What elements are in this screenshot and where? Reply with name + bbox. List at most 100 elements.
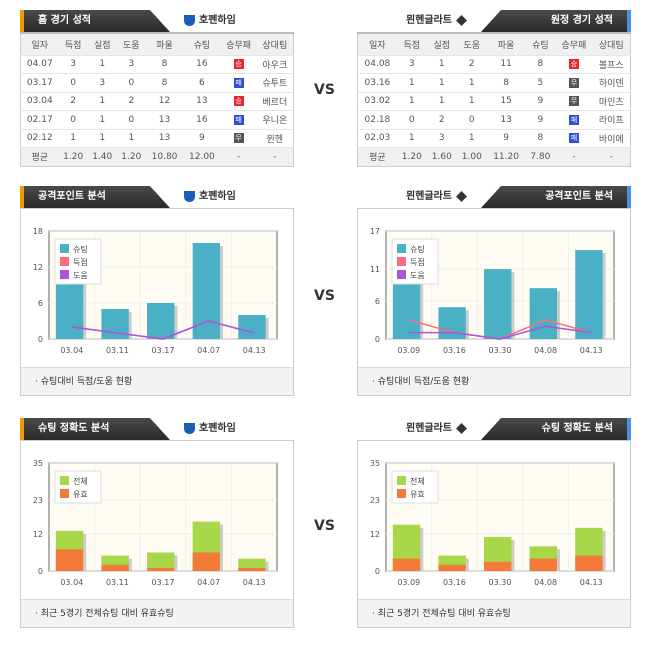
home-accuracy-chart: · 최근 5경기 전체슈팅 대비 유효슈팅 0 12 23 35 03.04 03.11 03… bbox=[20, 440, 294, 628]
table-cell: 2 bbox=[426, 110, 457, 129]
x-tick-label: 03.16 bbox=[443, 346, 466, 355]
legend-label: 슈팅 bbox=[73, 244, 88, 254]
result-badge: 패 bbox=[233, 77, 244, 88]
result-cell: 승 bbox=[220, 54, 257, 74]
home-team-name: 호펜하임 bbox=[180, 186, 236, 208]
column-header: 일자 bbox=[357, 33, 397, 55]
table-cell: 1 bbox=[456, 73, 487, 92]
table-cell: 9 bbox=[525, 110, 556, 129]
table-cell: 3 bbox=[426, 128, 457, 148]
legend-swatch bbox=[60, 270, 69, 279]
hoffenheim-crest-icon bbox=[184, 14, 195, 26]
y-tick-label: 23 bbox=[370, 496, 380, 505]
table-cell: 04.08 bbox=[357, 54, 397, 74]
away-team-name: 묀헨글라트 bbox=[406, 186, 471, 208]
column-header: 파울 bbox=[486, 33, 526, 55]
away-record-table: 일자 득점 실점 도움 파울 슈팅 승무패 상대팀 04.08 3 1 2 11 8 승 볼프스 03.16 1 1… bbox=[357, 32, 631, 167]
table-cell: 11.20 bbox=[486, 147, 526, 166]
home-team-name: 호펜하임 bbox=[180, 418, 236, 440]
result-badge: 승 bbox=[233, 59, 244, 70]
bar-유효 bbox=[192, 552, 220, 571]
x-tick-label: 03.04 bbox=[60, 346, 83, 355]
bar-전체 bbox=[147, 552, 175, 571]
home-attack-panel: 공격포인트 분석 호펜하임 · 슈팅대비 득점/도움 현황 0 6 12 18 03.04 0… bbox=[20, 186, 294, 396]
away-accuracy-chart: · 최근 5경기 전체슈팅 대비 유효슈팅 0 12 23 35 03.09 03.16 03… bbox=[357, 440, 631, 628]
line-도움 bbox=[71, 320, 255, 340]
table-cell: - bbox=[220, 147, 257, 166]
away-accuracy-panel: 슈팅 정확도 분석 묀헨글라트 · 최근 5경기 전체슈팅 대비 유효슈팅 0 12 2… bbox=[357, 418, 631, 628]
table-row: 02.12 1 1 1 13 9 무 뮌헨 bbox=[20, 128, 294, 148]
result-cell: 패 bbox=[220, 110, 257, 129]
x-tick-label: 03.11 bbox=[106, 578, 129, 587]
home-record-table: 일자 득점 실점 도움 파울 슈팅 승무패 상대팀 04.07 3 1 3 8 16 승 아우크 03.17 0 3… bbox=[20, 32, 294, 167]
column-header: 승무패 bbox=[555, 33, 593, 55]
table-cell: 2 bbox=[456, 54, 487, 74]
caption-text: 슈팅대비 득점/도움 현황 bbox=[377, 377, 470, 387]
home-record-panel: 홈 경기 성적 호펜하임 일자 득점 실점 도움 파울 슈팅 승무패 상대팀 04.07 3 1 3 8… bbox=[20, 10, 294, 167]
bar-유효 bbox=[101, 564, 129, 571]
away-record-tab: 원정 경기 성적 bbox=[481, 10, 631, 32]
table-cell: 2 bbox=[116, 91, 146, 111]
away-attack-panel: 공격포인트 분석 묀헨글라트 · 슈팅대비 득점/도움 현황 0 6 11 17 03.09… bbox=[357, 186, 631, 396]
bar-유효 bbox=[529, 558, 557, 571]
y-tick-label: 0 bbox=[38, 335, 43, 344]
bar-유효 bbox=[484, 561, 512, 571]
away-record-panel: 원정 경기 성적 묀헨글라트 일자 득점 실점 도움 파울 슈팅 승무패 상대팀 04.08 3 1… bbox=[357, 10, 631, 167]
x-tick-label: 03.11 bbox=[106, 346, 129, 355]
result-cell: 패 bbox=[220, 73, 257, 92]
table-cell: 1 bbox=[426, 73, 457, 92]
legend-label: 유효 bbox=[410, 490, 425, 499]
table-cell: 1 bbox=[87, 54, 117, 74]
team-label: 묀헨글라트 bbox=[406, 423, 452, 434]
table-cell: 1 bbox=[87, 110, 117, 129]
vs-label: VS bbox=[314, 82, 335, 98]
table-cell: 3 bbox=[116, 54, 146, 74]
table-cell: 03.17 bbox=[20, 73, 59, 92]
legend-swatch bbox=[60, 257, 69, 266]
y-tick-label: 17 bbox=[370, 227, 380, 236]
table-cell: 바이에 bbox=[592, 128, 631, 148]
table-row: 02.18 0 2 0 13 9 패 라이프 bbox=[357, 110, 631, 129]
x-tick-label: 04.13 bbox=[243, 578, 266, 587]
caption-text: 최근 5경기 전체슈팅 대비 유효슈팅 bbox=[40, 609, 174, 619]
table-cell: 03.16 bbox=[357, 73, 397, 92]
y-tick-label: 12 bbox=[370, 530, 380, 539]
table-cell: 12 bbox=[145, 91, 184, 111]
home-record-tab: 홈 경기 성적 bbox=[20, 10, 170, 32]
table-cell: 1.00 bbox=[456, 147, 487, 166]
table-cell: 1.20 bbox=[396, 147, 427, 166]
table-cell: 02.17 bbox=[20, 110, 59, 129]
column-header: 슈팅 bbox=[183, 33, 221, 55]
column-header: 일자 bbox=[20, 33, 59, 55]
table-row: 03.04 2 1 2 12 13 승 베르더 bbox=[20, 91, 294, 111]
bar-유효 bbox=[392, 558, 421, 571]
table-row: 03.16 1 1 1 8 5 무 하이덴 bbox=[357, 73, 631, 92]
hoffenheim-crest-icon bbox=[184, 190, 195, 202]
column-header: 상대팀 bbox=[592, 33, 631, 55]
legend-swatch bbox=[397, 270, 406, 279]
home-attack-tab: 공격포인트 분석 bbox=[20, 186, 170, 208]
gladbach-crest-icon bbox=[456, 190, 467, 202]
team-label: 호펜하임 bbox=[199, 423, 236, 434]
legend-swatch bbox=[60, 244, 69, 253]
team-label: 묀헨글라트 bbox=[406, 15, 452, 26]
legend-swatch bbox=[397, 476, 406, 485]
column-header: 득점 bbox=[58, 33, 88, 55]
y-tick-label: 6 bbox=[375, 297, 380, 306]
table-cell: 평균 bbox=[357, 147, 397, 166]
bar-슈팅 bbox=[192, 243, 220, 339]
column-header: 파울 bbox=[145, 33, 184, 55]
legend-label: 유효 bbox=[73, 490, 88, 499]
table-row: 03.02 1 1 1 15 9 무 마인츠 bbox=[357, 91, 631, 111]
table-cell: 라이프 bbox=[592, 110, 631, 129]
chart-caption: · 슈팅대비 득점/도움 현황 bbox=[358, 367, 630, 395]
table-cell: 1.40 bbox=[87, 147, 117, 166]
table-cell: 1.20 bbox=[58, 147, 88, 166]
table-cell: 15 bbox=[486, 91, 526, 111]
chart-caption: · 슈팅대비 득점/도움 현황 bbox=[21, 367, 293, 395]
y-tick-label: 35 bbox=[370, 459, 380, 468]
table-cell: 12.00 bbox=[183, 147, 221, 166]
x-tick-label: 04.08 bbox=[534, 578, 557, 587]
x-tick-label: 04.13 bbox=[580, 578, 603, 587]
